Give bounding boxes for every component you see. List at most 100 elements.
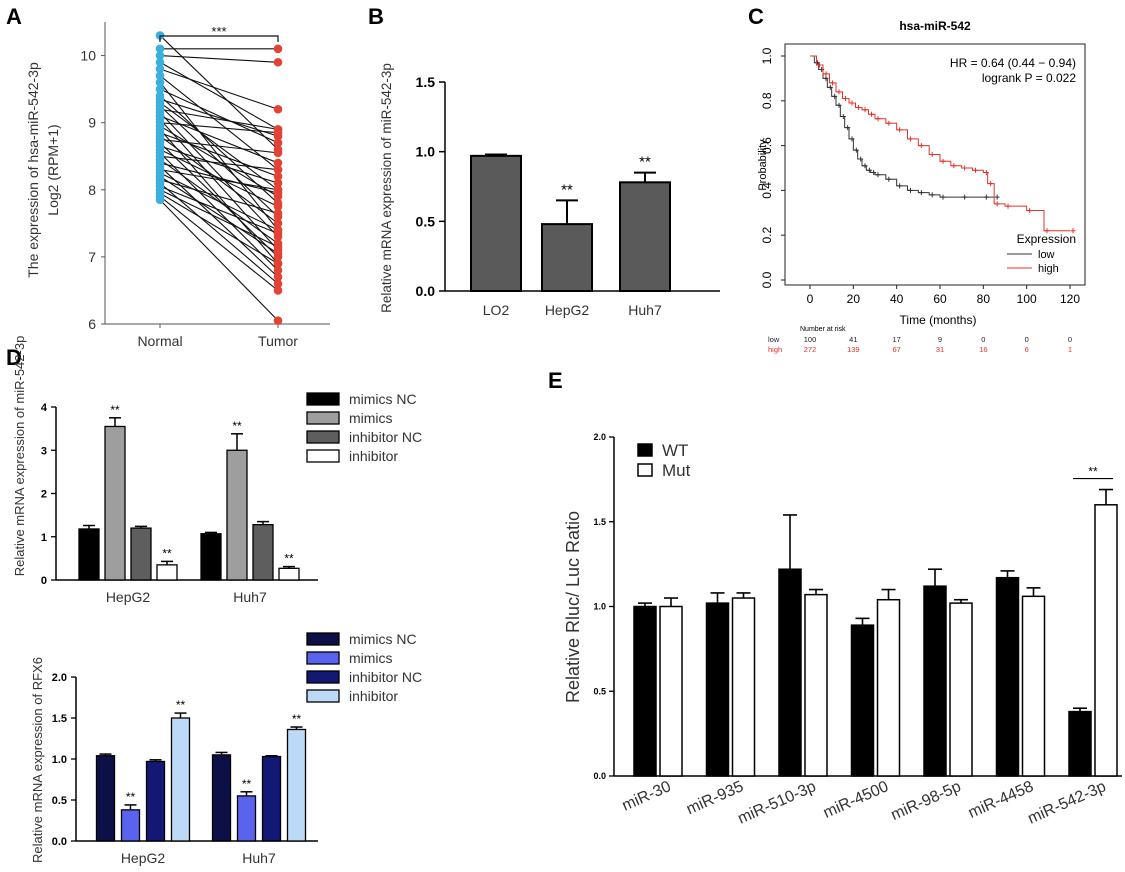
bar	[995, 576, 1020, 777]
censor-mark	[814, 60, 820, 66]
y-axis-label: The expression of hsa-miR-542-3p	[25, 62, 41, 278]
pair-line	[159, 61, 279, 130]
risk-value: 0	[1025, 335, 1029, 344]
y-tick-label: 0.5	[52, 795, 67, 807]
legend-label: high	[1038, 263, 1059, 275]
panel-label-e: E	[548, 368, 563, 393]
bar	[541, 223, 593, 292]
bar	[949, 602, 973, 777]
pair-line	[159, 75, 279, 171]
risk-value: 0	[1068, 335, 1072, 344]
bar	[850, 624, 875, 777]
bar	[278, 567, 300, 581]
censor-mark	[817, 62, 822, 68]
censor-mark	[845, 125, 851, 131]
bar	[95, 755, 116, 842]
risk-row-label: low	[768, 335, 780, 344]
censor-mark	[962, 194, 968, 200]
normal-point	[155, 44, 165, 54]
censor-mark	[929, 192, 935, 198]
bar	[156, 564, 178, 581]
risk-value: 100	[804, 335, 817, 344]
pair-line	[159, 112, 279, 238]
y-axis-label: Relative mRNA expression of miR-542-3p	[12, 336, 27, 577]
y-tick-label: 0	[41, 575, 47, 587]
significance-label: **	[176, 698, 186, 712]
y-tick-label: 10	[80, 48, 96, 64]
bar	[1094, 504, 1118, 777]
y-tick-label: 0.0	[52, 836, 67, 848]
bar	[619, 181, 671, 293]
km-curve-low	[810, 55, 995, 198]
pair-line	[159, 82, 279, 231]
significance-label: **	[126, 790, 136, 804]
y-tick-label: 8	[88, 182, 96, 198]
y-tick-label: 1.0	[760, 47, 774, 64]
y-axis-label: Relative mRNA expression of RFX6	[30, 657, 45, 863]
pair-line	[159, 169, 279, 191]
legend-swatch	[306, 670, 340, 684]
panel-d-top-chart: 0 1 2 3 4 ** ** HepG2 ** ** Huh7 mimics NC mimics inh…	[12, 336, 422, 605]
censor-mark	[929, 152, 935, 158]
pair-line	[159, 162, 279, 194]
tumor-point	[273, 57, 283, 67]
y-tick-label: 6	[88, 316, 96, 332]
censor-mark	[897, 183, 903, 189]
normal-point	[155, 51, 165, 60]
tumor-point	[273, 202, 283, 211]
censor-mark	[1005, 203, 1011, 209]
tumor-point	[273, 286, 283, 295]
risk-value: 6	[1025, 345, 1029, 354]
bar	[731, 597, 756, 777]
censor-mark	[918, 143, 924, 149]
risk-value: 9	[938, 335, 942, 344]
censor-mark	[869, 111, 874, 117]
censor-mark	[836, 89, 842, 95]
y-tick-label: 0.0	[416, 283, 436, 299]
x-axis-label: Time (months)	[900, 313, 977, 327]
censor-mark	[827, 84, 833, 90]
y-tick-label: 0.8	[760, 92, 774, 109]
censor-mark	[940, 158, 946, 164]
pair-line	[159, 196, 279, 291]
pair-line	[159, 192, 279, 265]
bar	[705, 602, 730, 777]
tumor-point	[273, 208, 283, 218]
legend-label: mimics NC	[349, 631, 417, 647]
legend-label: mimics NC	[349, 391, 417, 407]
tumor-point	[273, 128, 283, 138]
pair-line	[159, 175, 279, 254]
risk-value: 139	[847, 345, 860, 354]
bar	[876, 598, 901, 777]
legend-label: mimics	[349, 410, 393, 426]
tumor-point	[273, 266, 283, 275]
censor-mark	[840, 113, 846, 119]
logrank-annotation: logrank P = 0.022	[982, 71, 1077, 85]
x-tick-label: miR-30	[620, 778, 674, 815]
y-tick-label: 4	[41, 402, 48, 414]
significance-label: **	[232, 419, 242, 433]
pair-line	[159, 108, 279, 130]
bar	[120, 809, 141, 842]
pair-line	[159, 122, 279, 134]
y-tick-label: 3	[41, 445, 47, 457]
bar	[804, 593, 828, 777]
pair-line	[159, 145, 279, 184]
pair-line	[159, 152, 279, 271]
panel-b-chart: 0.0 0.5 1.0 1.5 Relative mRNA expression of …	[379, 63, 720, 318]
risk-value: 41	[849, 335, 857, 344]
tumor-point	[273, 178, 283, 188]
tumor-point	[273, 242, 283, 252]
pair-line	[159, 138, 279, 154]
legend-swatch	[306, 449, 340, 463]
x-tick-label: 20	[847, 292, 861, 306]
significance-label: **	[1088, 465, 1098, 479]
y-tick-label: 1.0	[52, 754, 67, 766]
normal-point	[155, 195, 165, 205]
legend-label: low	[1038, 249, 1055, 261]
pair-line	[159, 132, 279, 177]
pair-line	[159, 199, 279, 322]
x-tick-label: LO2	[483, 302, 510, 318]
y-tick-label: 0.5	[593, 686, 606, 696]
